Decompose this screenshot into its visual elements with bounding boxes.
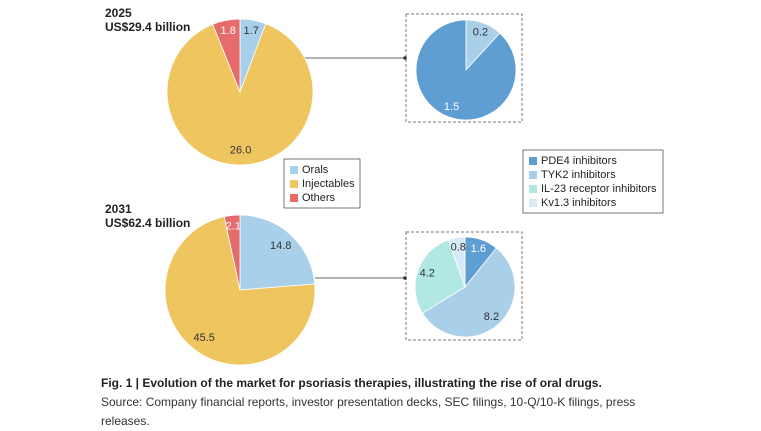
legend-label: Orals (302, 164, 329, 176)
data-label: 1.6 (471, 243, 486, 255)
zoom-box (405, 231, 523, 341)
pie-slice (414, 239, 466, 314)
data-label: 8.2 (484, 311, 499, 323)
data-label: 0.8 (451, 241, 466, 253)
legend-box (522, 149, 664, 214)
legend-swatch (529, 171, 537, 179)
data-label: 1.8 (221, 25, 236, 37)
pie-subtitle: US$62.4 billion (105, 216, 190, 230)
pie-slice (447, 236, 466, 288)
legend-swatch (529, 199, 537, 207)
pie-title: 2031 (105, 202, 132, 216)
pie-slice (164, 216, 316, 366)
data-label: 0.2 (473, 27, 488, 39)
connector-dot (403, 276, 407, 280)
data-label: 26.0 (230, 144, 251, 156)
pie-slice (223, 214, 241, 291)
pie-slice (212, 18, 241, 93)
data-label: 2.1 (226, 221, 241, 233)
legend-label: Others (302, 192, 336, 204)
legend-label: TYK2 inhibitors (541, 169, 616, 181)
legend-swatch (529, 157, 537, 165)
data-label: 1.5 (444, 101, 459, 113)
data-label: 4.2 (420, 268, 435, 280)
pie-slice (166, 23, 314, 166)
legend-swatch (290, 194, 298, 202)
pie-slice (421, 247, 516, 338)
caption-source: Source: Company financial reports, inves… (101, 395, 636, 428)
page: {"chart_data": [ {"type": "pie", "title"… (101, 6, 664, 428)
legend-label: PDE4 inhibitors (541, 155, 617, 167)
connector-dot (403, 56, 407, 60)
pie-slice (415, 19, 517, 121)
caption: Fig. 1 | Evolution of the market for pso… (101, 374, 646, 431)
legend-label: Injectables (302, 178, 355, 190)
data-label: 14.8 (270, 240, 291, 252)
legend-swatch (290, 166, 298, 174)
legend-label: IL-23 receptor inhibitors (541, 183, 657, 195)
legend-swatch (529, 185, 537, 193)
pie-slice (239, 214, 316, 291)
caption-title: Fig. 1 | Evolution of the market for pso… (101, 376, 602, 390)
pie-title: 2025 (105, 6, 132, 20)
legend-swatch (290, 180, 298, 188)
data-label: 1.7 (244, 25, 259, 37)
pie-subtitle: US$29.4 billion (105, 20, 190, 34)
legend-label: Kv1.3 inhibitors (541, 197, 617, 209)
data-label: 45.5 (193, 332, 214, 344)
zoom-box (405, 13, 523, 123)
